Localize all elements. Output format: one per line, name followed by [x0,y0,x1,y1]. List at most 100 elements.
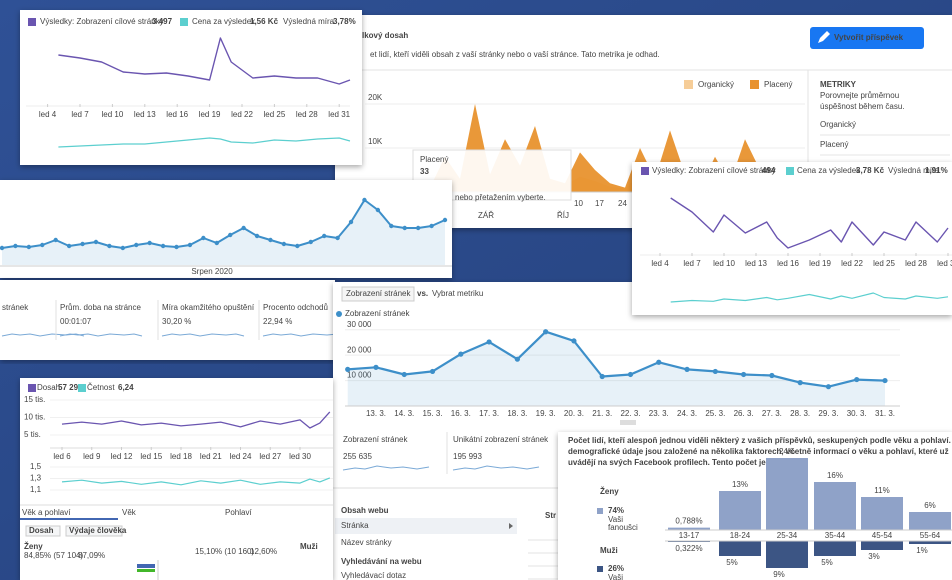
x-tick-label: 31. 3. [875,409,895,418]
point [514,356,520,362]
x-tick-label: 10 [574,199,583,208]
button[interactable] [810,27,924,49]
x-tick-label: led 13 [134,110,156,119]
section-heading: Vyhledávání na webu [341,557,422,566]
bar [861,497,903,530]
line [58,137,351,148]
metric-label: Procento odchodů [263,303,328,312]
x-tick-label: 45-54 [872,531,893,540]
dropdown-label[interactable]: Dosah [29,526,54,535]
x-tick-label: led 4 [39,110,57,119]
group-share: 74% [608,506,624,515]
legend-value: 57 296 [58,383,83,392]
legend-swatch [597,566,603,572]
bar [719,491,761,530]
legend-value: 6,24 [118,383,134,392]
point [543,329,549,335]
tab[interactable]: Pohlaví [225,508,252,517]
x-tick-label: 30. 3. [847,409,867,418]
row[interactable]: Stránka [341,521,369,530]
group-label: Ženy [24,542,43,551]
tab[interactable]: Věk [122,508,137,517]
data-label: 5% [726,558,738,567]
point [389,223,394,229]
x-tick-label: led 31 [937,259,952,268]
bar [909,541,951,544]
mini-bar [137,564,155,568]
point [174,244,179,250]
x-tick-label: led 6 [53,452,71,461]
dropdown[interactable] [65,525,123,537]
group-share: 26% [608,564,624,573]
point [241,225,246,231]
dropdown-label[interactable]: Zobrazení stránek [346,289,411,298]
y2-tick-label: 1,5 [30,462,42,471]
legend-label: Výsledná míra [283,17,335,26]
line [1,199,446,249]
panel: stránek Prům. doba na stránce 00:01:07 Míra… [0,280,335,360]
selected-row [335,518,517,534]
y-tick-label: 20K [368,93,383,102]
bar [719,541,761,556]
x-tick-label: led 16 [166,110,188,119]
group-value: 15,10% (10 160) [195,547,254,556]
x-tick-label: 24 [618,199,627,208]
link[interactable]: Vybrat metriku [432,289,483,298]
data-label: 13% [732,480,748,489]
button-label[interactable]: Vytvořit příspěvek [834,33,904,42]
x-tick-label: 16. 3. [451,409,471,418]
sparkline [161,333,245,337]
x-tick-label: 26. 3. [734,409,754,418]
dropdown[interactable] [25,525,61,537]
x-tick-label: led 28 [296,110,318,119]
sparkline [452,465,540,471]
x-tick-label: led 9 [83,452,101,461]
y-tick-label: 15 tis. [24,395,45,404]
area [2,200,445,265]
legend-swatch [684,80,693,89]
x-tick-label: led 10 [102,110,124,119]
point [295,243,300,249]
legend-dot [336,311,342,317]
line [58,37,351,85]
legend-value: 3,78 Kč [856,166,885,175]
metric-value: 00:01:07 [60,317,92,326]
x-tick-label: ZÁŘ [478,211,494,220]
metric-label: Zobrazení stránek [343,435,408,444]
x-tick-label: led 4 [651,259,669,268]
line [670,292,949,303]
x-tick-label: ŘÍJ [557,211,569,220]
x-tick-label: led 22 [841,259,863,268]
point [429,368,436,375]
pencil-icon [818,31,830,43]
legend-label: Výsledky: Zobrazení cílové stránky [652,166,776,175]
point [214,240,219,246]
line [670,197,949,249]
legend-label: Organický [698,80,734,89]
x-tick-label: 13-17 [679,531,700,540]
dropdown-label[interactable]: Výdaje člověka [69,526,127,535]
metric-value: 195 993 [453,452,482,461]
y2-tick-label: 1,1 [30,485,42,494]
sparkline [59,333,143,337]
group-value: 12,60% [250,547,277,556]
x-tick-label: led 15 [140,452,162,461]
row[interactable]: Název stránky [341,538,392,547]
x-tick-label: 35-44 [825,531,846,540]
dropdown[interactable] [341,286,415,302]
legend-label: Zobrazení stránek [345,309,410,318]
y-tick-label: 10 tis. [24,413,45,422]
point [684,366,690,372]
sidebar-item[interactable]: Placený [820,140,848,149]
point [375,207,381,213]
sidebar-item[interactable]: Organický [820,120,856,129]
row[interactable]: Vyhledávací dotaz [341,571,406,580]
tab[interactable]: Věk a pohlaví [22,508,71,517]
y-tick-label: 10 000 [347,371,372,380]
y-tick-label: 30 000 [347,320,372,329]
description: demografické údaje jsou založené na něko… [568,447,949,456]
point [362,197,367,203]
legend-value: 1,91% [925,166,948,175]
legend-label: Cena za výsledek [192,17,256,26]
data-label: 9% [773,570,785,579]
